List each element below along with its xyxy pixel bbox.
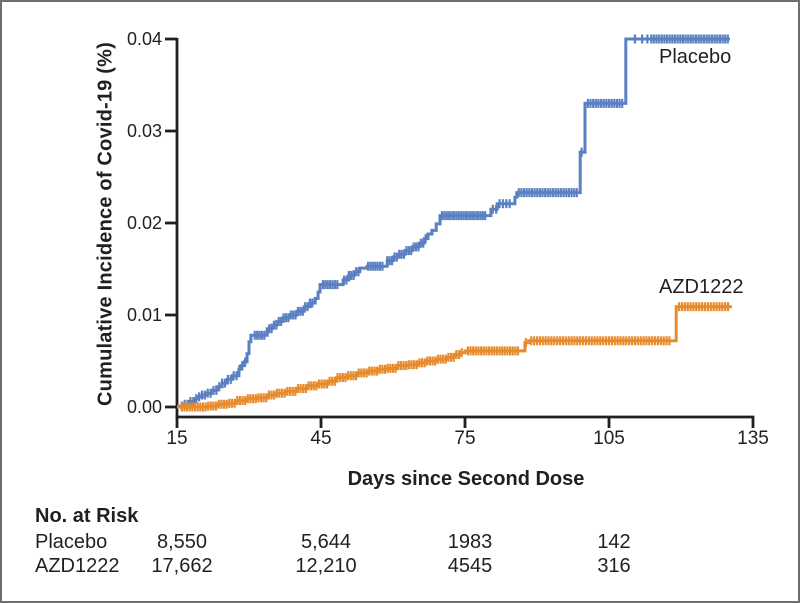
y-axis-title: Cumulative Incidence of Covid-19 (%) xyxy=(94,42,117,406)
x-tick-label: 15 xyxy=(166,428,188,449)
y-tick-label: 0.00 xyxy=(126,396,162,417)
curve-label-placebo: Placebo xyxy=(659,46,732,68)
risk-row-label: AZD1222 xyxy=(35,555,120,577)
curve-label-azd1222: AZD1222 xyxy=(659,276,744,298)
risk-value: 4545 xyxy=(447,555,493,577)
risk-value: 316 xyxy=(597,555,631,577)
risk-value: 8,550 xyxy=(156,531,208,553)
risk-value: 142 xyxy=(597,531,631,553)
x-tick-label: 45 xyxy=(310,428,332,449)
risk-value: 12,210 xyxy=(295,555,357,577)
y-tick-label: 0.02 xyxy=(126,212,162,233)
risk-value: 1983 xyxy=(447,531,493,553)
risk-value: 17,662 xyxy=(151,555,213,577)
x-tick-label: 75 xyxy=(454,428,476,449)
risk-value: 5,644 xyxy=(300,531,352,553)
placebo-curve xyxy=(177,37,730,408)
y-tick-label: 0.03 xyxy=(126,120,162,141)
x-tick-label: 105 xyxy=(593,428,625,449)
y-tick-label: 0.01 xyxy=(126,304,162,325)
x-tick-label: 135 xyxy=(737,428,769,449)
y-tick-label: 0.04 xyxy=(126,28,162,49)
risk-table-title: No. at Risk xyxy=(35,505,139,527)
x-axis-title: Days since Second Dose xyxy=(347,468,585,490)
risk-row-label: Placebo xyxy=(35,531,108,553)
